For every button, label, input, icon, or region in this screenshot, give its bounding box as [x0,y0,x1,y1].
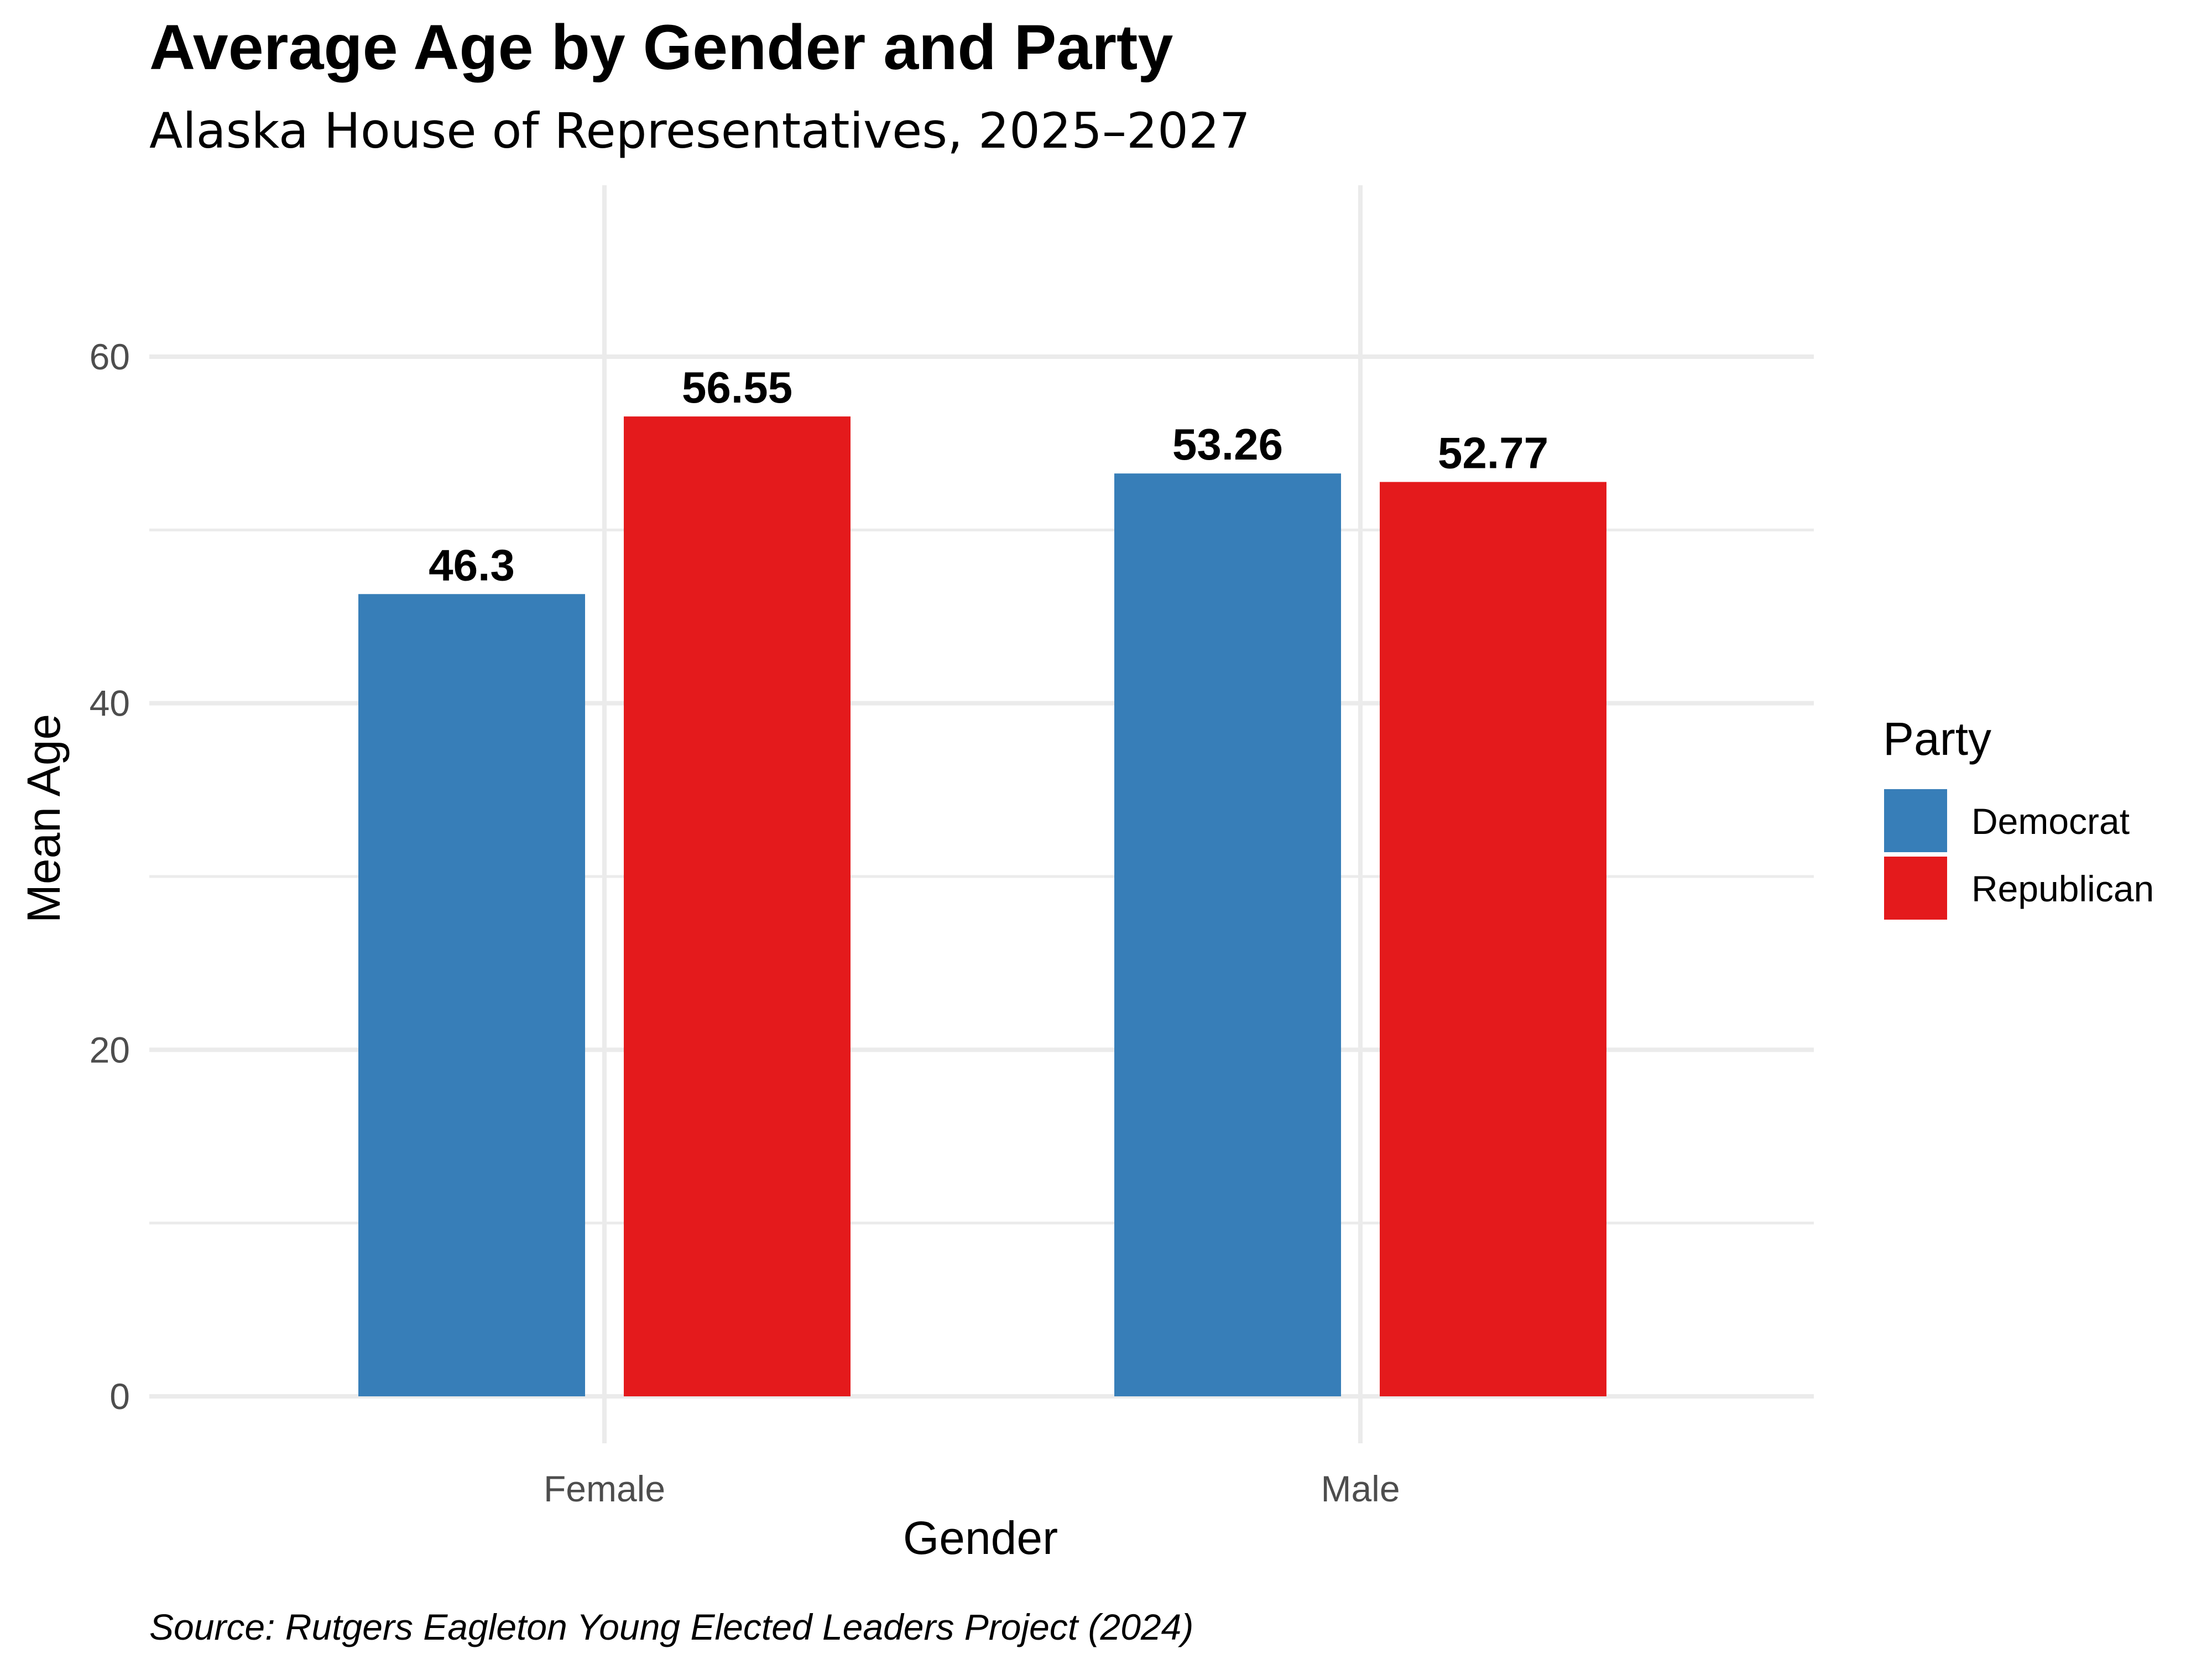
legend-label: Republican [1971,868,2154,909]
chart-title: Average Age by Gender and Party [149,12,1173,83]
legend-swatch [1882,787,1949,854]
bar-value-label: 53.26 [1172,420,1283,469]
chart-subtitle: Alaska House of Representatives, 2025–20… [149,102,1250,159]
y-tick-label: 20 [90,1029,130,1070]
legend-title: Party [1883,713,1991,765]
x-axis-ticks: Female Male [544,1468,1400,1509]
bar [1114,473,1341,1396]
x-tick-label: Male [1321,1468,1400,1509]
bars [358,416,1606,1396]
y-tick-label: 40 [90,683,130,724]
y-axis-ticks: 0 20 40 60 [90,336,130,1417]
legend-swatch [1882,854,1949,922]
caption: Source: Rutgers Eagleton Young Elected L… [149,1606,1193,1647]
y-tick-label: 0 [109,1376,130,1417]
bar [1380,482,1606,1396]
bar [624,416,851,1396]
bar-labels: 46.3 56.55 53.26 52.77 [429,363,1548,589]
x-tick-label: Female [544,1468,665,1509]
bar [358,594,585,1396]
bar-value-label: 46.3 [429,540,515,589]
x-axis-title: Gender [903,1512,1058,1564]
legend-label: Democrat [1971,801,2130,842]
y-tick-label: 60 [90,336,130,377]
y-axis-title: Mean Age [18,714,70,923]
bar-value-label: 56.55 [682,363,792,412]
bar-value-label: 52.77 [1438,429,1548,478]
legend: Party Democrat Republican [1882,713,2154,922]
